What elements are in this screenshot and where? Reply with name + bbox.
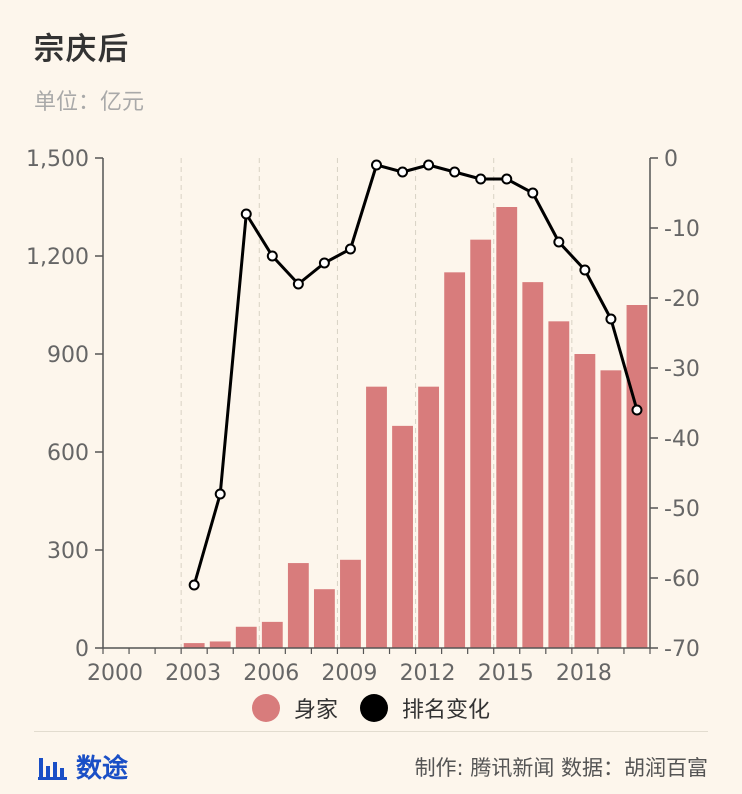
bar-2005 (235, 626, 257, 648)
bar-2013 (444, 272, 466, 648)
bar-chart-icon (38, 757, 67, 780)
x-tick-label: 2015 (478, 661, 534, 686)
legend-label-rank: 排名变化 (402, 698, 491, 723)
footer-logo: 数途 (38, 748, 128, 785)
bar-2016 (522, 282, 544, 648)
bar-2004 (209, 641, 231, 648)
bar-2008 (313, 589, 335, 648)
rank-point-2010 (371, 159, 382, 171)
bar-2012 (418, 386, 440, 648)
bar-2014 (470, 239, 492, 648)
y-right-tick-label: -30 (664, 357, 700, 382)
rank-point-2013 (449, 166, 461, 178)
rank-point-2008 (318, 257, 330, 269)
rank-point-2015 (501, 173, 513, 185)
legend-swatch-wealth (251, 694, 280, 722)
x-tick-label: 2003 (165, 661, 221, 686)
x-tick-label: 2009 (321, 661, 377, 686)
y-right-tick-label: -70 (664, 637, 700, 662)
y-right-tick-label: -10 (664, 217, 700, 242)
y-left-tick-label: 300 (47, 539, 89, 564)
page-title: 宗庆后 (34, 32, 130, 67)
legend-swatch-rank (360, 694, 388, 722)
y-right-tick-label: -50 (664, 497, 700, 522)
footer-logo-text: 数途 (76, 754, 129, 784)
y-left-tick-label: 0 (75, 637, 89, 662)
legend: 身家 排名变化 (0, 688, 742, 728)
rank-point-2020 (631, 404, 643, 416)
bar-2017 (548, 321, 570, 648)
rank-line (192, 163, 639, 586)
footer-credit: 制作: 腾讯新闻 数据：胡润百富 (414, 756, 708, 780)
bar-2011 (392, 425, 413, 648)
rank-point-2006 (266, 250, 278, 262)
rank-point-2009 (344, 243, 356, 255)
legend-item-rank[interactable]: 排名变化 (360, 692, 490, 724)
rank-point-2019 (605, 313, 617, 325)
rank-point-2011 (397, 166, 409, 178)
rank-point-2017 (553, 236, 565, 248)
rank-point-2016 (527, 187, 539, 199)
x-tick-label: 2012 (400, 661, 456, 686)
rank-point-2012 (423, 159, 435, 171)
bar-2009 (340, 559, 361, 648)
y-left-tick-label: 600 (47, 441, 89, 466)
bar-2019 (600, 370, 622, 648)
y-right-tick-label: 0 (664, 147, 678, 172)
bar-2020 (626, 305, 648, 648)
legend-item-wealth[interactable]: 身家 (251, 692, 338, 724)
bar-2003 (183, 643, 205, 648)
y-left-tick-label: 1,200 (26, 245, 89, 270)
x-tick-label: 2018 (556, 661, 612, 686)
bar-2006 (261, 621, 283, 648)
x-tick-label: 2006 (243, 661, 299, 686)
bar-2015 (496, 207, 518, 648)
wealth-rank-chart: 0 300 600 900 1,200 1,500 0 -10 -20 -30 -40 -50 -60 -… (26, 147, 700, 686)
y-left-tick-label: 900 (47, 343, 89, 368)
bar-2018 (574, 354, 596, 648)
rank-point-2004 (214, 488, 226, 500)
y-left-tick-label: 1,500 (26, 147, 89, 172)
footer-divider (34, 731, 708, 732)
bar-2007 (287, 563, 309, 648)
bar-2010 (366, 386, 387, 648)
x-tick-label: 2000 (87, 661, 143, 686)
legend-label-wealth: 身家 (293, 698, 338, 723)
y-right-tick-label: -40 (664, 427, 700, 452)
rank-point-2014 (475, 173, 487, 185)
rank-point-2005 (240, 208, 252, 220)
rank-point-2018 (579, 264, 591, 276)
rank-point-2007 (292, 278, 304, 290)
y-right-tick-label: -20 (664, 287, 700, 312)
unit-label: 单位：亿元 (34, 90, 145, 115)
rank-point-2003 (188, 579, 200, 591)
y-right-tick-label: -60 (664, 567, 700, 592)
